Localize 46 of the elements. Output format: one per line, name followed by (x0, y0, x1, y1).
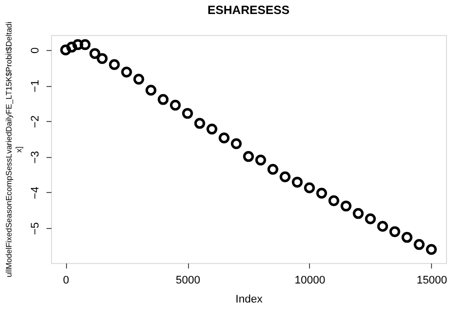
point (389, 226, 400, 238)
point (352, 208, 364, 219)
point (170, 100, 181, 111)
x-tick-label: 5000 (176, 274, 200, 286)
point (414, 239, 425, 250)
y-tick-label: −2 (30, 115, 42, 128)
point (108, 59, 120, 70)
point (218, 132, 230, 144)
x-tick-label: 15000 (416, 274, 448, 286)
point (206, 124, 218, 134)
point (316, 188, 328, 199)
point (377, 220, 388, 232)
x-tick-label: 0 (63, 274, 70, 286)
point (89, 48, 100, 59)
y-tick-label: −5 (30, 222, 42, 235)
point (230, 138, 242, 150)
point (328, 195, 340, 206)
point (66, 42, 78, 53)
y-tick-label: −1 (30, 80, 42, 92)
y-axis-title: ullModelFixedSeasonEcompSessLvariedDailyFE_LT15K$Probit$Deltadi x] (4, 22, 24, 278)
x-tick-label: 10000 (294, 274, 326, 286)
point (292, 176, 303, 188)
point (280, 171, 290, 182)
chart-title: ESHARESESS (207, 3, 290, 18)
point (182, 108, 193, 119)
point (194, 118, 206, 129)
point (340, 200, 352, 212)
point (304, 182, 315, 194)
point (133, 74, 144, 85)
point (243, 151, 254, 162)
point (364, 213, 376, 224)
y-tick-label: −3 (30, 151, 42, 164)
point (96, 53, 108, 64)
point (121, 66, 132, 78)
point (60, 44, 72, 56)
point (158, 94, 169, 105)
point (426, 244, 437, 255)
point (402, 232, 412, 243)
point (146, 84, 156, 96)
point (72, 39, 84, 50)
x-axis-title: Index (236, 294, 263, 306)
point (255, 154, 266, 166)
y-tick-label: 0 (30, 47, 42, 54)
point (80, 39, 91, 50)
y-tick-label: −4 (30, 186, 42, 200)
point (267, 164, 278, 175)
